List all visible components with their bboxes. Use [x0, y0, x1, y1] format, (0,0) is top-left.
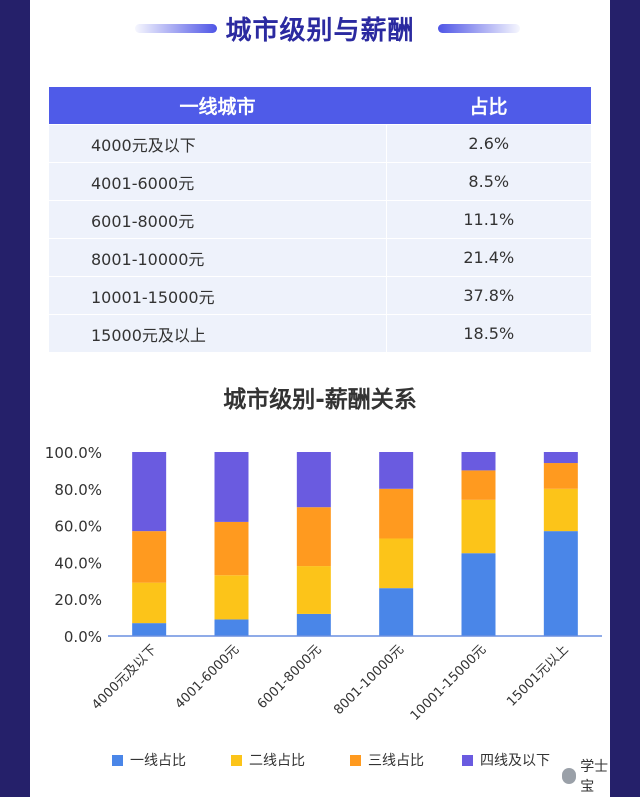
x-tick-label: 6001-8000元	[255, 642, 325, 712]
y-tick-label: 20.0%	[54, 591, 102, 609]
bar-segment	[461, 553, 496, 636]
wechat-icon	[562, 768, 577, 784]
bar-segment	[214, 521, 249, 576]
watermark-text: 学士宝	[580, 759, 609, 795]
bar-segment	[296, 452, 331, 508]
page-title: 城市级别与薪酬	[225, 16, 415, 46]
table-cell-share: 11.1%	[385, 200, 591, 239]
table-cell-range: 8001-10000元	[49, 238, 386, 277]
legend-label: 三线占比	[368, 753, 424, 769]
bar-segment	[132, 531, 167, 583]
chart-legend: 一线占比 二线占比 三线占比 四线及以下	[30, 750, 610, 772]
legend-label: 一线占比	[130, 753, 186, 769]
x-tick-label: 8001-10000元	[331, 642, 407, 718]
page-header: 城市级别与薪酬	[30, 0, 610, 70]
table-cell-share: 21.4%	[385, 238, 591, 277]
table-cell-range: 10001-15000元	[49, 276, 386, 315]
salary-table: 一线城市 占比 4000元及以下 2.6% 4001-6000元 8.5% 60…	[49, 87, 591, 352]
y-tick-label: 80.0%	[54, 481, 102, 499]
bar-segment	[132, 582, 167, 624]
table-cell-range: 4000元及以下	[49, 124, 386, 163]
table-cell-range: 4001-6000元	[49, 162, 386, 201]
bar-segment	[296, 613, 331, 636]
bar-segment	[379, 588, 414, 636]
bar-segment	[296, 507, 331, 567]
bar-segment	[214, 575, 249, 620]
table-cell-range: 15000元及以上	[49, 314, 386, 352]
header-decoration-left	[135, 24, 217, 33]
legend-label: 二线占比	[249, 753, 305, 769]
bar-segment	[379, 452, 414, 489]
bar-segment	[214, 452, 249, 522]
y-tick-label: 0.0%	[64, 628, 102, 646]
legend-swatch	[462, 754, 473, 766]
table-cell-share: 18.5%	[385, 314, 591, 352]
y-tick-label: 60.0%	[54, 518, 102, 536]
table-row: 8001-10000元 21.4%	[49, 238, 591, 277]
bar-segment	[132, 452, 167, 532]
table-header-row: 一线城市 占比	[49, 87, 591, 125]
bar-segment	[461, 499, 496, 554]
legend-item: 三线占比	[350, 750, 424, 770]
y-tick-label: 100.0%	[45, 444, 102, 462]
table-row: 10001-15000元 37.8%	[49, 276, 591, 315]
bar-segment	[543, 488, 578, 532]
x-tick-label: 15001元以上	[504, 642, 571, 709]
header-decoration-right	[438, 24, 520, 33]
table-cell-share: 8.5%	[385, 162, 591, 201]
bar-segment	[214, 619, 249, 636]
table-row: 4000元及以下 2.6%	[49, 124, 591, 163]
bar-segment	[461, 452, 496, 471]
bar-segment	[296, 566, 331, 614]
y-tick-label: 40.0%	[54, 554, 102, 572]
table-row: 4001-6000元 8.5%	[49, 162, 591, 201]
bar-segment	[379, 538, 414, 589]
table-row: 15000元及以上 18.5%	[49, 314, 591, 352]
legend-swatch	[231, 754, 242, 766]
bar-segment	[379, 488, 414, 539]
legend-swatch	[112, 754, 123, 766]
bar-segment	[543, 463, 578, 489]
table-cell-range: 6001-8000元	[49, 200, 386, 239]
chart-title: 城市级别-薪酬关系	[223, 387, 417, 413]
bar-segment	[543, 452, 578, 464]
legend-item: 四线及以下	[462, 750, 550, 770]
x-tick-label: 10001-15000元	[408, 642, 490, 724]
x-tick-label: 4001-6000元	[172, 642, 242, 712]
table-header-city: 一线城市	[49, 87, 386, 125]
bar-segment	[461, 470, 496, 500]
table-row: 6001-8000元 11.1%	[49, 200, 591, 239]
table-cell-share: 2.6%	[385, 124, 591, 163]
bar-segment	[543, 531, 578, 636]
stacked-bar-chart: 100.0% 80.0% 60.0% 40.0% 20.0% 0.0%4000元及以下 40…	[45, 444, 602, 724]
x-tick-label: 4000元及以下	[89, 642, 160, 713]
legend-item: 一线占比	[112, 750, 186, 770]
table-header-share: 占比	[386, 87, 591, 125]
legend-label: 四线及以下	[480, 753, 550, 769]
content-card: 城市级别与薪酬 一线城市 占比 4000元及以下 2.6% 4001-6000元…	[30, 0, 610, 797]
legend-swatch	[350, 754, 361, 766]
table-cell-share: 37.8%	[385, 276, 591, 315]
watermark: 学士宝	[562, 756, 610, 796]
bar-segment	[132, 623, 167, 636]
legend-item: 二线占比	[231, 750, 305, 770]
